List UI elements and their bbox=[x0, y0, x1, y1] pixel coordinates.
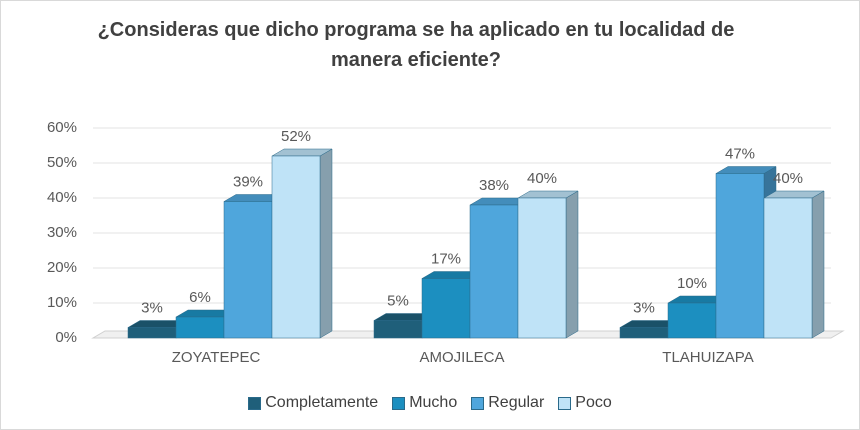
data-label: 52% bbox=[281, 128, 311, 145]
data-label: 3% bbox=[141, 299, 163, 316]
legend-swatch bbox=[392, 396, 406, 410]
data-label: 3% bbox=[633, 299, 655, 316]
bar bbox=[763, 197, 813, 339]
bar bbox=[271, 155, 321, 339]
data-label: 10% bbox=[677, 275, 707, 292]
y-tick-label: 20% bbox=[47, 259, 77, 276]
x-tick-label: ZOYATEPEC bbox=[172, 349, 261, 366]
bar-side bbox=[319, 148, 333, 339]
data-label: 40% bbox=[527, 170, 557, 187]
data-label: 38% bbox=[479, 177, 509, 194]
bar bbox=[715, 173, 765, 339]
bar bbox=[175, 316, 225, 339]
data-label: 40% bbox=[773, 170, 803, 187]
x-tick-label: TLAHUIZAPA bbox=[662, 349, 753, 366]
y-tick-label: 30% bbox=[47, 224, 77, 241]
y-tick-label: 0% bbox=[55, 329, 77, 346]
legend-item: Completamente bbox=[248, 394, 378, 412]
bar-side bbox=[565, 190, 579, 339]
legend-label: Completamente bbox=[265, 394, 379, 411]
legend-swatch bbox=[471, 396, 485, 410]
data-label: 5% bbox=[387, 292, 409, 309]
legend-item: Mucho bbox=[392, 394, 457, 412]
bar bbox=[373, 320, 423, 339]
data-label: 17% bbox=[431, 250, 461, 267]
legend-item: Poco bbox=[558, 394, 612, 412]
legend-swatch bbox=[248, 396, 262, 410]
chart-title: ¿Consideras que dicho programa se ha apl… bbox=[97, 19, 735, 71]
y-tick-label: 50% bbox=[47, 154, 77, 171]
bar bbox=[517, 197, 567, 339]
legend-label: Mucho bbox=[409, 394, 458, 411]
bar bbox=[223, 201, 273, 339]
legend-label: Poco bbox=[575, 394, 612, 411]
data-label: 47% bbox=[725, 145, 755, 162]
legend-swatch bbox=[558, 396, 572, 410]
legend: Completamente Mucho Regular Poco bbox=[1, 394, 859, 412]
y-tick-label: 60% bbox=[47, 119, 77, 136]
data-label: 39% bbox=[233, 173, 263, 190]
y-tick-label: 40% bbox=[47, 189, 77, 206]
bar bbox=[619, 327, 669, 339]
bar bbox=[127, 327, 177, 339]
legend-item: Regular bbox=[471, 394, 544, 412]
y-tick-label: 10% bbox=[47, 294, 77, 311]
bar bbox=[421, 278, 471, 339]
x-tick-label: AMOJILECA bbox=[419, 349, 504, 366]
data-label: 6% bbox=[189, 289, 211, 306]
bar bbox=[667, 302, 717, 339]
bar-side bbox=[811, 190, 825, 339]
bar bbox=[469, 204, 519, 339]
legend-label: Regular bbox=[488, 394, 545, 411]
